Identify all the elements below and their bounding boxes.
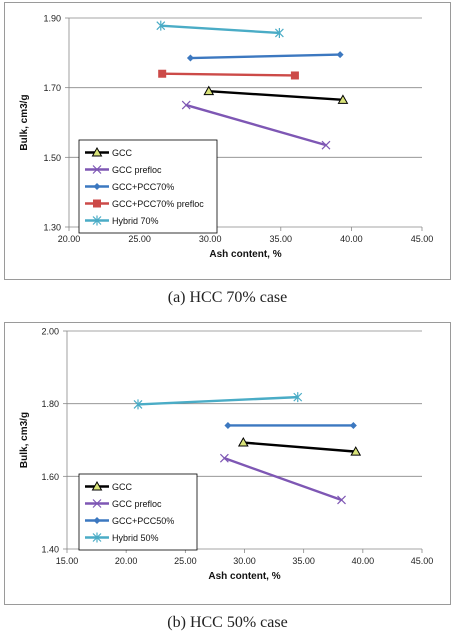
chart-a-legend-marker bbox=[92, 165, 102, 174]
chart-b-x-axis-label: Ash content, % bbox=[208, 571, 280, 582]
chart-a-legend-marker bbox=[91, 146, 103, 157]
chart-a-ytick-label: 1.70 bbox=[43, 83, 61, 93]
caption-b: (b) HCC 50% case bbox=[167, 614, 288, 631]
chart-b-legend-label: Hybrid 50% bbox=[112, 533, 159, 543]
chart-b-series bbox=[219, 453, 346, 505]
chart-b-legend-marker bbox=[92, 532, 102, 543]
chart-a-data-point bbox=[290, 71, 299, 80]
chart-a-series bbox=[203, 85, 349, 104]
chart-b-series bbox=[224, 421, 357, 429]
chart-b-y-axis-label: Bulk, cm3/g bbox=[19, 412, 30, 468]
chart-b-xtick-label: 40.00 bbox=[352, 556, 375, 566]
chart-b-data-point bbox=[219, 453, 229, 463]
chart-a-y-axis-label: Bulk, cm3/g bbox=[19, 94, 30, 150]
chart-a-xtick-label: 20.00 bbox=[58, 234, 81, 244]
chart-b-data-point bbox=[237, 437, 249, 447]
chart-b-legend-label: GCC bbox=[112, 482, 133, 492]
chart-a-series bbox=[186, 51, 344, 62]
chart-a-xtick-label: 25.00 bbox=[128, 234, 151, 244]
chart-b-series-line bbox=[243, 441, 356, 453]
chart-b-ytick-label: 1.80 bbox=[41, 399, 59, 409]
chart-b-data-point bbox=[293, 392, 303, 403]
chart-a-svg: 1.30 1.50 1.70 1.90 20.00 25.00 30.00 35.00 40.0… bbox=[19, 14, 434, 261]
chart-b-xtick-label: 15.00 bbox=[56, 556, 79, 566]
chart-a-data-point bbox=[336, 51, 344, 59]
chart-a-xtick-label: 40.00 bbox=[340, 234, 363, 244]
chart-b-series-line bbox=[137, 395, 298, 406]
chart-a-data-point bbox=[158, 69, 167, 78]
chart-b-ytick-label: 2.00 bbox=[41, 327, 59, 337]
chart-b-svg: 1.40 1.60 1.80 2.00 15.00 20.00 25.00 30.00 35.0… bbox=[19, 327, 434, 583]
chart-a-series-line bbox=[208, 89, 344, 102]
chart-a-data-point bbox=[203, 85, 215, 96]
chart-panel-b: 1.40 1.60 1.80 2.00 15.00 20.00 25.00 30.00 35.0… bbox=[4, 322, 451, 605]
chart-b-legend-marker bbox=[91, 480, 103, 491]
chart-a-legend-label: GCC+PCC70% prefloc bbox=[112, 199, 204, 209]
chart-b-xtick-label: 30.00 bbox=[233, 556, 256, 566]
chart-b-xtick-label: 20.00 bbox=[115, 556, 138, 566]
chart-a-ytick-label: 1.30 bbox=[43, 223, 61, 233]
chart-b-legend-marker bbox=[92, 499, 102, 508]
chart-a-data-point bbox=[337, 94, 349, 104]
chart-a-legend-marker bbox=[92, 215, 102, 226]
chart-a-series-line bbox=[185, 103, 327, 147]
chart-a-data-point bbox=[181, 100, 191, 110]
chart-a-series bbox=[156, 20, 284, 38]
chart-a-series bbox=[158, 69, 299, 80]
chart-a-xtick-label: 35.00 bbox=[270, 234, 293, 244]
chart-a-legend-label: GCC prefloc bbox=[112, 165, 162, 175]
chart-a-x-axis-label: Ash content, % bbox=[209, 249, 281, 260]
chart-a-data-point bbox=[321, 140, 331, 150]
chart-b-xtick-label: 45.00 bbox=[411, 556, 434, 566]
chart-b-data-point bbox=[350, 446, 362, 456]
chart-a-legend-marker bbox=[93, 183, 101, 190]
chart-a-legend-marker bbox=[93, 199, 101, 208]
chart-a-series-line bbox=[190, 53, 341, 60]
chart-a-ytick-label: 1.90 bbox=[43, 14, 61, 24]
chart-a-series bbox=[181, 100, 331, 150]
chart-b-legend-label: GCC prefloc bbox=[112, 499, 162, 509]
chart-a-legend-label: GCC bbox=[112, 148, 133, 158]
chart-a-series-line bbox=[162, 72, 295, 77]
chart-a-series-line bbox=[160, 24, 280, 35]
chart-a-xtick-label: 30.00 bbox=[199, 234, 222, 244]
chart-b-xtick-label: 35.00 bbox=[292, 556, 315, 566]
chart-a-data-point bbox=[274, 27, 284, 38]
chart-a-legend-label: Hybrid 70% bbox=[112, 216, 159, 226]
chart-b-legend-marker bbox=[93, 517, 101, 524]
chart-b-series-line bbox=[223, 457, 342, 502]
chart-b-series bbox=[133, 392, 303, 410]
chart-a-ytick-label: 1.50 bbox=[43, 153, 61, 163]
chart-b-ytick-label: 1.60 bbox=[41, 472, 59, 482]
chart-a-data-point bbox=[186, 54, 194, 62]
chart-b-data-point bbox=[349, 421, 357, 429]
chart-a-data-point bbox=[156, 20, 166, 31]
chart-a-legend-label: GCC+PCC70% bbox=[112, 182, 174, 192]
chart-b-series bbox=[237, 437, 362, 456]
chart-b-xtick-label: 25.00 bbox=[174, 556, 197, 566]
chart-b-ytick-label: 1.40 bbox=[41, 545, 59, 555]
chart-b-data-point bbox=[133, 399, 143, 410]
caption-a: (a) HCC 70% case bbox=[167, 289, 288, 306]
chart-a-xtick-label: 45.00 bbox=[411, 234, 434, 244]
chart-panel-a: 1.30 1.50 1.70 1.90 20.00 25.00 30.00 35.00 40.0… bbox=[4, 2, 451, 280]
chart-b-legend-label: GCC+PCC50% bbox=[112, 516, 174, 526]
chart-b-data-point bbox=[224, 421, 232, 429]
chart-b-data-point bbox=[337, 495, 346, 505]
